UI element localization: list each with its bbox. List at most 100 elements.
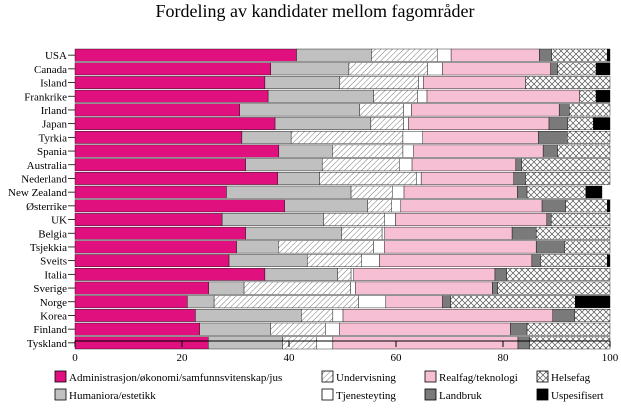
bar-segment-frankrike-humaniora-estetikk [267, 89, 374, 103]
category-label-sverige: Sverige [33, 283, 67, 295]
legend-swatch-uspesifisert [536, 388, 549, 401]
bar-segment-tsjekkia-helsefag [564, 240, 611, 254]
bar-segment-sveits-uspesifisert [607, 254, 611, 268]
bar-segment-finland-undervisning [270, 322, 326, 336]
bar-segment-tsjekkia-humaniora-estetikk [236, 240, 279, 254]
bar-segment-norge-tjenesteyting [358, 295, 387, 309]
legend-swatch-landbruk [424, 388, 437, 401]
x-tick-label-20: 20 [177, 352, 189, 364]
bar-segment-spania-undervisning [332, 144, 404, 158]
bar-segment-frankrike-undervisning [373, 89, 418, 103]
category-label-spania: Spania [37, 146, 67, 158]
bar-segment-usa-administrasjon-okonomi-samfunnsvitenskap-jus [74, 48, 297, 62]
x-axis-ticks: 0 20 40 60 80 100 [72, 341, 619, 364]
bar-segment-island-humaniora-estetikk [264, 76, 341, 89]
bar-segment-sveits-landbruk [531, 254, 541, 268]
category-label-uk: UK [51, 215, 67, 227]
bar-segment-uk-realfag-teknologi [395, 213, 548, 226]
bar-segment-sveits-tjenesteyting [361, 254, 380, 268]
bar-segment-spania-landbruk [542, 144, 558, 158]
bar-segment-canada-realfag-teknologi [442, 62, 551, 76]
bar-group-finland [74, 322, 611, 336]
bar-segment-tsjekkia-administrasjon-okonomi-samfunnsvitenskap-jus [74, 240, 237, 254]
legend-item-realfag-teknologi: Realfag/teknologi [424, 370, 518, 384]
bar-segment-canada-tjenesteyting [427, 62, 443, 76]
bar-segment-belgia-undervisning [341, 226, 383, 240]
bar-segment-korea-administrasjon-okonomi-samfunnsvitenskap-jus [74, 309, 196, 322]
bar-segment-osterrike-helsefag [565, 199, 608, 213]
bar-segment-tyrkia-humaniora-estetikk [241, 130, 292, 144]
bar-group-norge [74, 295, 611, 309]
bar-segment-usa-helsefag [551, 48, 608, 62]
bar-segment-frankrike-helsefag [579, 89, 597, 103]
bar-segment-italia-humaniora-estetikk [264, 268, 338, 281]
bar-group-spania [74, 144, 611, 158]
bar-segment-tsjekkia-undervisning [278, 240, 374, 254]
bar-segment-osterrike-administrasjon-okonomi-samfunnsvitenskap-jus [74, 199, 285, 213]
bar-segment-australia-undervisning [321, 158, 400, 172]
legend-label-helsefag: Helsefag [551, 372, 591, 384]
bar-group-tyskland [74, 336, 611, 350]
bar-segment-canada-administrasjon-okonomi-samfunnsvitenskap-jus [74, 62, 272, 76]
bar-segment-spania-helsefag [557, 144, 611, 158]
bar-segment-tsjekkia-tjenesteyting [373, 240, 385, 254]
bar-group-island [74, 76, 611, 89]
bar-segment-nederland-undervisning [319, 172, 417, 185]
category-label-new-zealand: New Zealand [8, 187, 67, 199]
bar-segment-sveits-helsefag [540, 254, 608, 268]
legend-swatch-humaniora-estetikk [54, 388, 67, 401]
bar-segment-usa-tjenesteyting [437, 48, 452, 62]
bar-segment-korea-humaniora-estetikk [195, 309, 302, 322]
bar-group-italia [74, 268, 611, 281]
bar-segment-korea-undervisning [301, 309, 334, 322]
bar-segment-osterrike-realfag-teknologi [400, 199, 543, 213]
bar-segment-finland-helsefag [526, 322, 611, 336]
bar-segment-osterrike-landbruk [541, 199, 566, 213]
bar-segment-australia-administrasjon-okonomi-samfunnsvitenskap-jus [74, 158, 246, 172]
bar-segment-sverige-helsefag [497, 281, 611, 295]
bar-segment-tyskland-tjenesteyting [316, 336, 334, 350]
bar-segment-frankrike-realfag-teknologi [426, 89, 580, 103]
bar-segment-australia-landbruk [515, 158, 522, 172]
bar-segment-tyrkia-administrasjon-okonomi-samfunnsvitenskap-jus [74, 130, 243, 144]
bar-segment-usa-realfag-teknologi [450, 48, 540, 62]
bar-segment-tyskland-administrasjon-okonomi-samfunnsvitenskap-jus [74, 336, 209, 350]
bar-segment-uk-helsefag [550, 213, 611, 226]
bar-segment-belgia-humaniora-estetikk [245, 226, 342, 240]
bar-segment-korea-landbruk [552, 309, 575, 322]
bar-group-new-zealand [74, 185, 603, 199]
bar-segment-norge-humaniora-estetikk [187, 295, 215, 309]
bar-segment-japan-uspesifisert [593, 117, 611, 131]
bar-segment-nederland-landbruk [513, 172, 526, 185]
bar-group-canada [74, 62, 611, 76]
legend-item-humaniora-estetikk: Humaniora/estetikk [54, 388, 156, 402]
bar-segment-sverige-administrasjon-okonomi-samfunnsvitenskap-jus [74, 281, 209, 295]
legend-item-undervisning: Undervisning [321, 370, 396, 384]
bar-segment-canada-uspesifisert [595, 62, 611, 76]
category-label-usa: USA [45, 50, 67, 62]
bar-segment-japan-humaniora-estetikk [274, 117, 372, 131]
bar-segment-frankrike-uspesifisert [595, 89, 611, 103]
bar-segment-irland-helsefag [569, 103, 611, 117]
bar-group-korea [74, 309, 611, 322]
legend-swatch-helsefag [536, 370, 549, 383]
bar-segment-sverige-undervisning [243, 281, 351, 295]
bars-layer [74, 48, 611, 350]
category-label-italia: Italia [44, 269, 67, 281]
bar-segment-italia-landbruk [494, 268, 507, 281]
bar-segment-osterrike-undervisning [367, 199, 392, 213]
x-tick-label-40: 40 [284, 352, 296, 364]
bar-segment-nederland-humaniora-estetikk [277, 172, 320, 185]
bar-segment-island-undervisning [339, 76, 419, 89]
bar-segment-island-administrasjon-okonomi-samfunnsvitenskap-jus [74, 76, 266, 89]
bar-segment-australia-helsefag [521, 158, 611, 172]
category-label-canada: Canada [34, 64, 67, 76]
bar-segment-belgia-tjenesteyting [381, 226, 385, 240]
bar-segment-korea-realfag-teknologi [342, 309, 553, 322]
bar-segment-korea-helsefag [574, 309, 611, 322]
bar-segment-finland-tjenesteyting [325, 322, 340, 336]
chart-title: Fordeling av kandidater mellom fagområde… [156, 1, 475, 21]
bar-segment-new-zealand-administrasjon-okonomi-samfunnsvitenskap-jus [74, 185, 227, 199]
